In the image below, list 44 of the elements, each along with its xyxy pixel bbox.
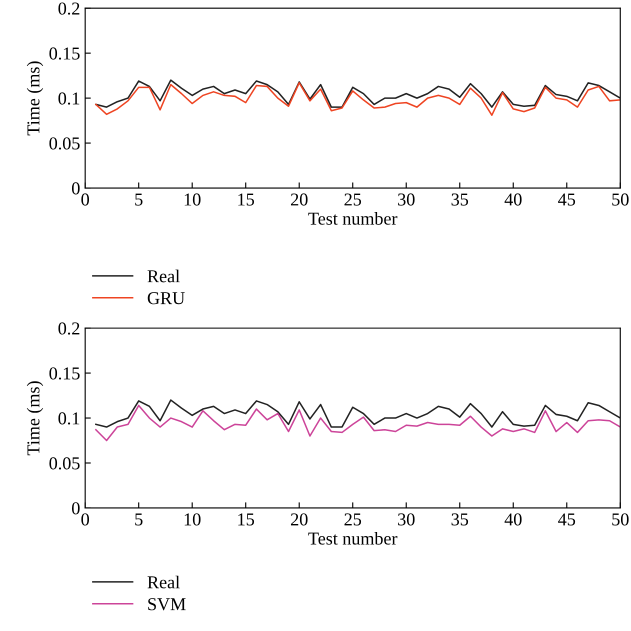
- x-tick-label: 30: [398, 513, 415, 526]
- y-tick-label: 0.1: [58, 412, 80, 425]
- y-tick-label: 0: [72, 182, 80, 194]
- x-tick-label: 20: [290, 193, 308, 206]
- x-tick-label: 10: [184, 193, 201, 206]
- legend-label: GRU: [148, 292, 185, 304]
- x-tick-label: 5: [135, 514, 142, 526]
- x-axis-title: Test number: [308, 212, 398, 225]
- legend-label: Real: [148, 270, 180, 282]
- line-series: [95, 79, 620, 108]
- line-series: [95, 399, 620, 428]
- x-tick-label: 40: [504, 513, 522, 526]
- y-tick-label: 0.05: [49, 457, 80, 470]
- x-tick-label: 15: [238, 194, 254, 206]
- x-tick-label: 35: [452, 513, 468, 526]
- x-tick-label: 30: [398, 193, 415, 206]
- x-tick-label: 25: [344, 513, 362, 526]
- x-axis-title: Test number: [308, 532, 398, 545]
- legend-label: Real: [148, 576, 180, 588]
- x-tick-label: 5: [135, 194, 142, 206]
- x-tick-label: 50: [612, 513, 629, 526]
- y-tick-label: 0.05: [49, 137, 80, 150]
- y-tick-label: 0.15: [49, 47, 80, 60]
- x-tick-label: 10: [184, 513, 201, 526]
- y-tick-label: 0.15: [49, 367, 80, 380]
- x-tick-label: 45: [558, 194, 576, 206]
- x-tick-label: 35: [452, 193, 468, 206]
- y-tick-label: 0: [72, 502, 80, 514]
- x-tick-label: 45: [558, 513, 576, 526]
- y-tick-label: 0.2: [58, 322, 80, 335]
- x-tick-label: 15: [238, 513, 254, 526]
- x-tick-label: 25: [344, 193, 362, 206]
- line-series: [95, 82, 620, 116]
- y-tick-label: 0.1: [58, 92, 80, 105]
- x-tick-label: 20: [290, 513, 308, 526]
- y-tick-label: 0.2: [58, 2, 80, 15]
- line-series: [95, 404, 620, 442]
- y-axis-title: Time (ms): [26, 61, 44, 136]
- legend-label: SVM: [148, 598, 186, 610]
- x-tick-label: 50: [612, 193, 629, 206]
- x-tick-label: 0: [81, 513, 90, 526]
- y-axis-title: Time (ms): [26, 381, 44, 456]
- x-tick-label: 0: [81, 193, 90, 206]
- x-tick-label: 40: [504, 193, 522, 206]
